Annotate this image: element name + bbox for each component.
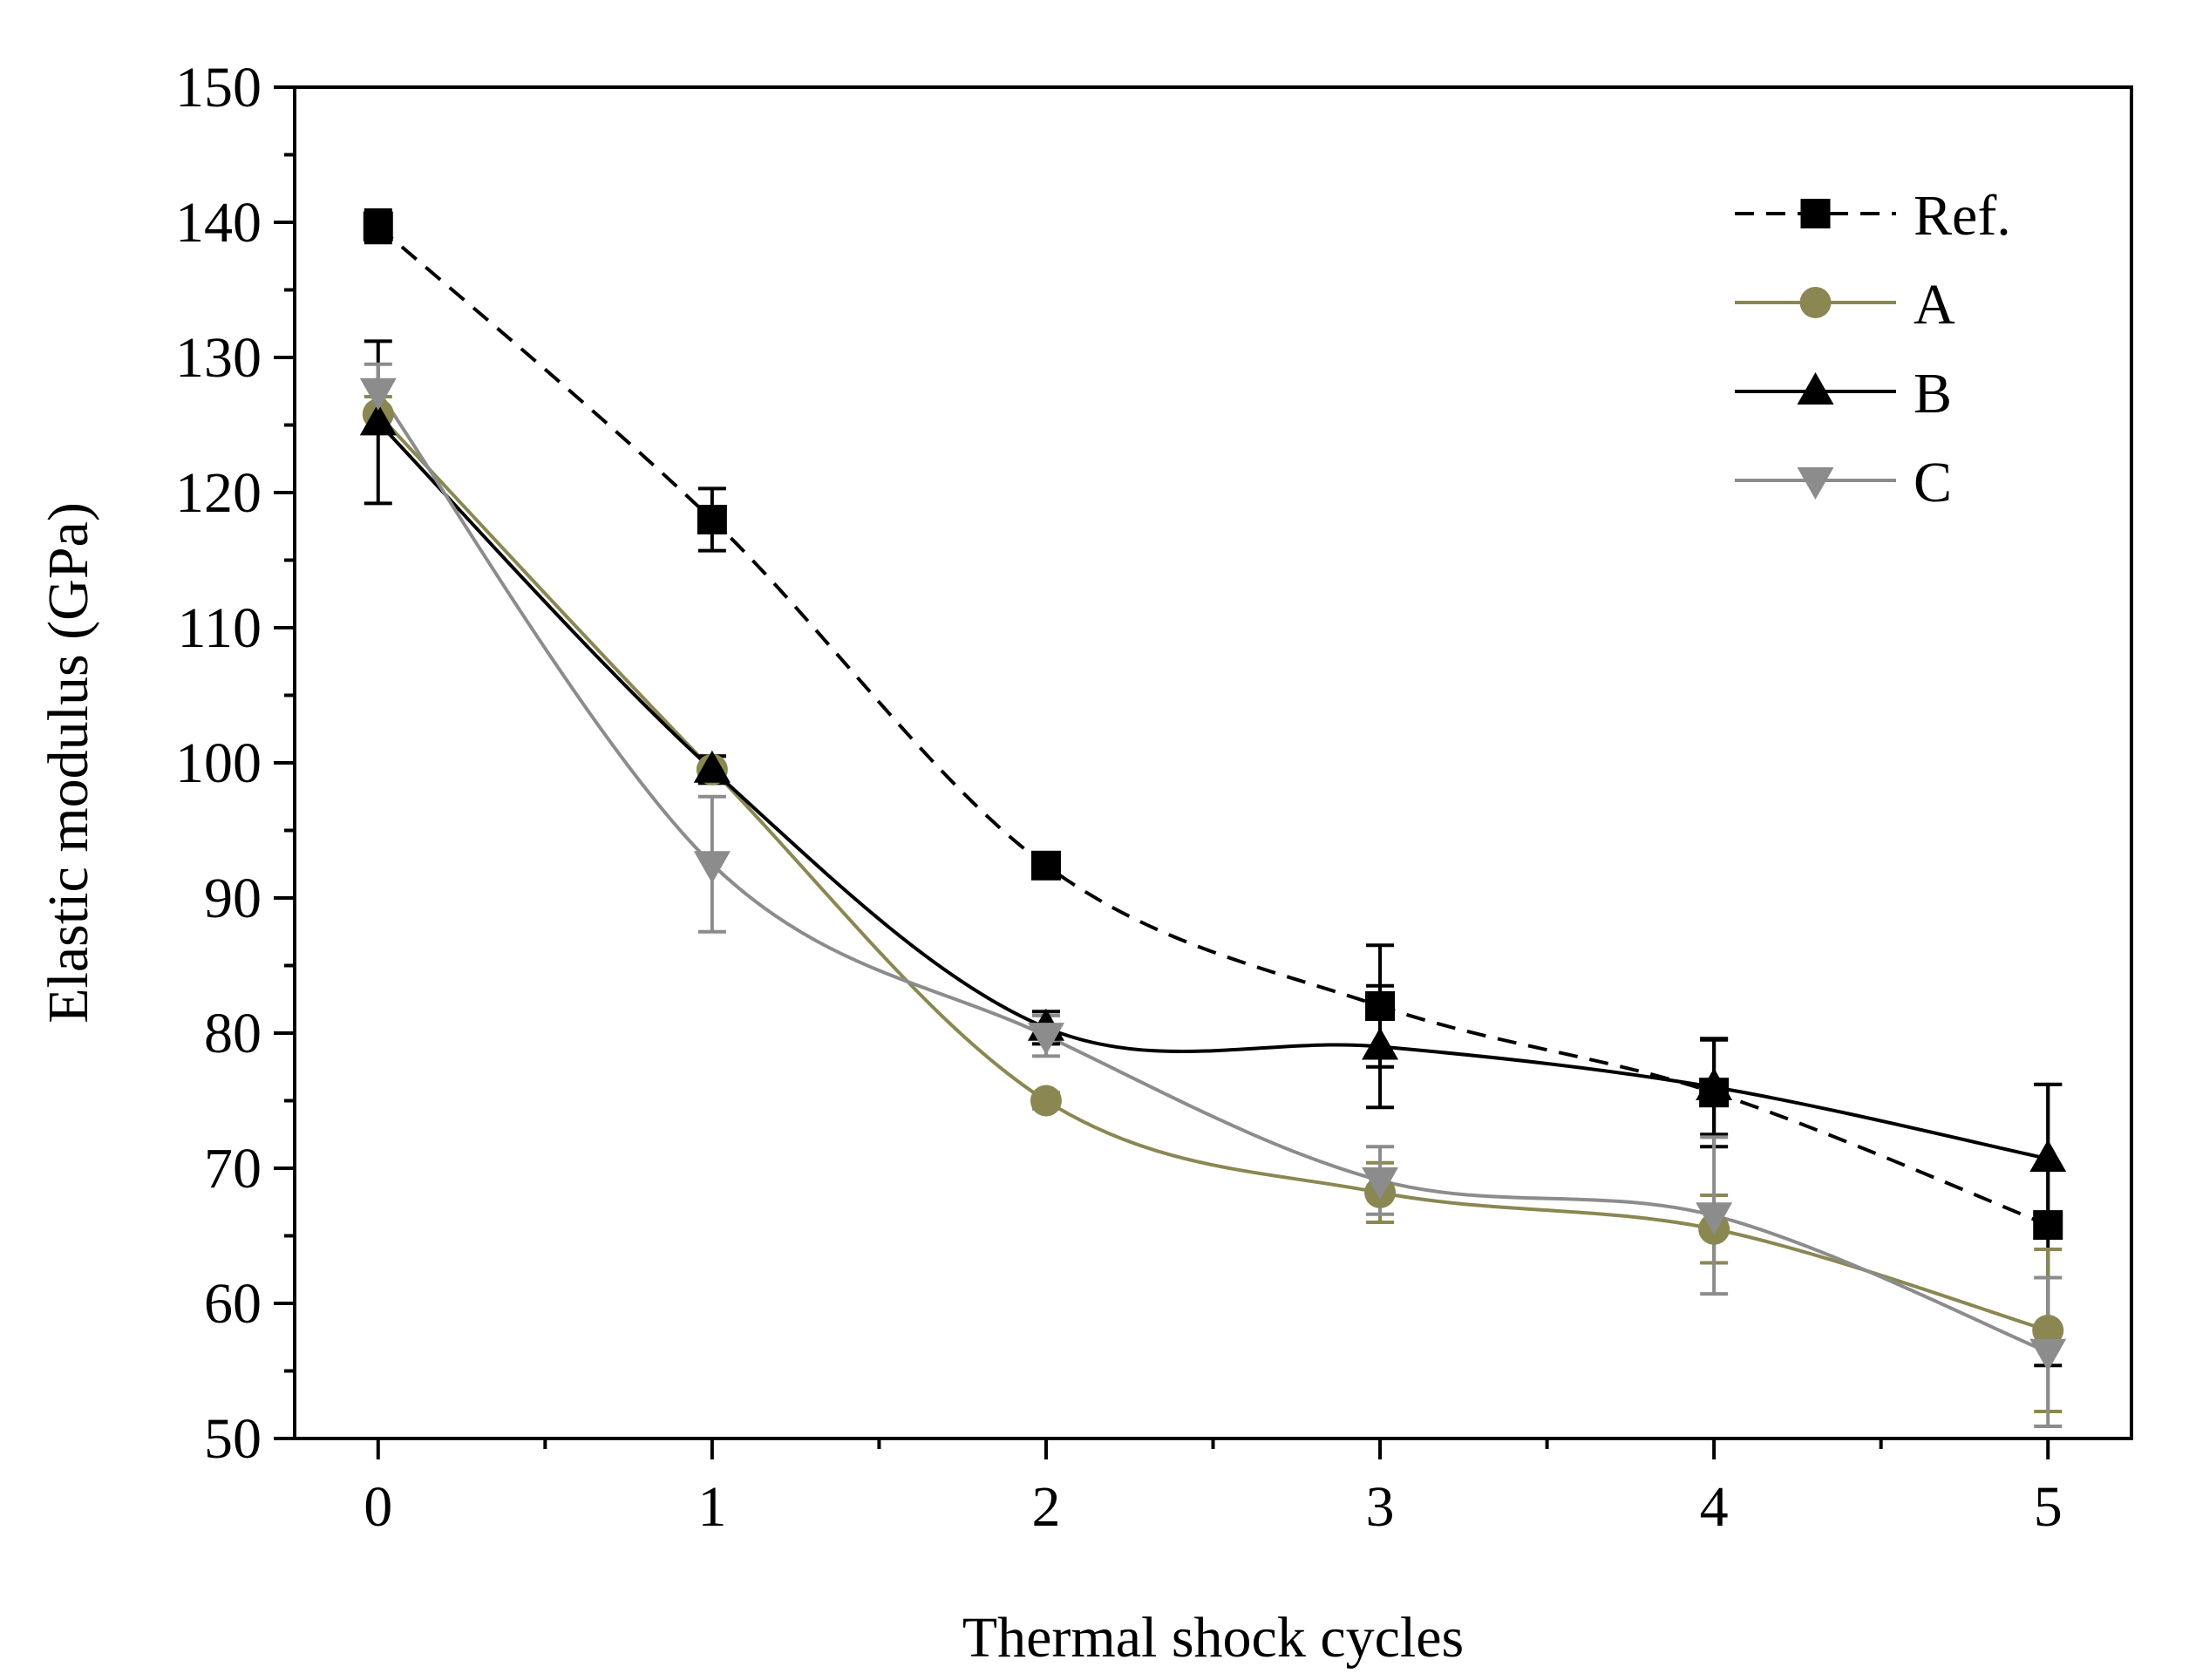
data-point-c	[693, 851, 731, 884]
data-point-b	[1696, 1068, 1733, 1100]
series-line-b	[377, 421, 2049, 1161]
data-point-ref	[1030, 850, 1061, 881]
axes-layer: 50 60 70 80 90 100 110 120 130 140 150 0 1 2 3 4 5	[175, 56, 2063, 1539]
data-point-ref	[1365, 991, 1396, 1021]
series-line-a	[377, 412, 2049, 1332]
data-point-c	[359, 377, 397, 411]
data-point-c	[2029, 1338, 2067, 1371]
legend-marker-ref	[1800, 199, 1831, 228]
legend-marker-b	[1797, 372, 1834, 405]
legend-label-a: A	[1914, 273, 1955, 337]
legend-marker-c	[1797, 467, 1834, 500]
x-tick-label: 4	[1700, 1475, 1729, 1539]
data-point-c	[1362, 1166, 1399, 1200]
x-tick-label: 3	[1366, 1475, 1395, 1539]
legend-label-ref: Ref.	[1914, 184, 2011, 248]
series-lines-layer	[377, 225, 2049, 1354]
plot-frame	[293, 85, 2133, 1440]
data-point-a	[2032, 1315, 2064, 1346]
y-tick-label: 110	[177, 596, 262, 660]
legend-label-b: B	[1914, 362, 1952, 425]
y-tick-label: 150	[175, 56, 262, 119]
data-point-c	[1696, 1202, 1733, 1235]
x-axis-title: Thermal shock cycles	[962, 1606, 1464, 1670]
y-tick-label: 50	[204, 1407, 262, 1471]
series-line-ref	[377, 225, 2049, 1227]
data-point-ref	[363, 211, 393, 241]
x-tick-label: 5	[2034, 1475, 2063, 1539]
data-point-b	[2029, 1139, 2067, 1173]
y-axis-title: Elastic modulus (GPa)	[37, 502, 100, 1024]
data-point-b	[693, 750, 731, 783]
data-point-b	[359, 403, 397, 436]
y-tick-label: 90	[204, 867, 262, 930]
markers-layer	[359, 211, 2067, 1371]
y-tick-label: 60	[204, 1272, 262, 1336]
y-tick-label: 140	[175, 191, 262, 255]
data-point-ref	[2033, 1210, 2063, 1241]
y-tick-label: 80	[204, 1002, 262, 1065]
legend-label-c: C	[1914, 451, 1952, 514]
data-point-c	[1027, 1023, 1064, 1056]
x-tick-label: 0	[364, 1475, 392, 1539]
x-tick-label: 1	[697, 1475, 726, 1539]
data-point-ref	[697, 505, 727, 534]
y-tick-label: 70	[204, 1137, 262, 1200]
x-tick-label: 2	[1031, 1475, 1060, 1539]
series-line-c	[377, 390, 2049, 1354]
legend-marker-a	[1799, 287, 1832, 318]
data-point-b	[1362, 1027, 1399, 1060]
y-tick-label: 120	[175, 461, 262, 525]
y-tick-label: 100	[175, 731, 262, 795]
data-point-a	[1030, 1085, 1062, 1117]
y-tick-label: 130	[175, 326, 262, 390]
legend: Ref. ABC	[1735, 184, 2011, 514]
